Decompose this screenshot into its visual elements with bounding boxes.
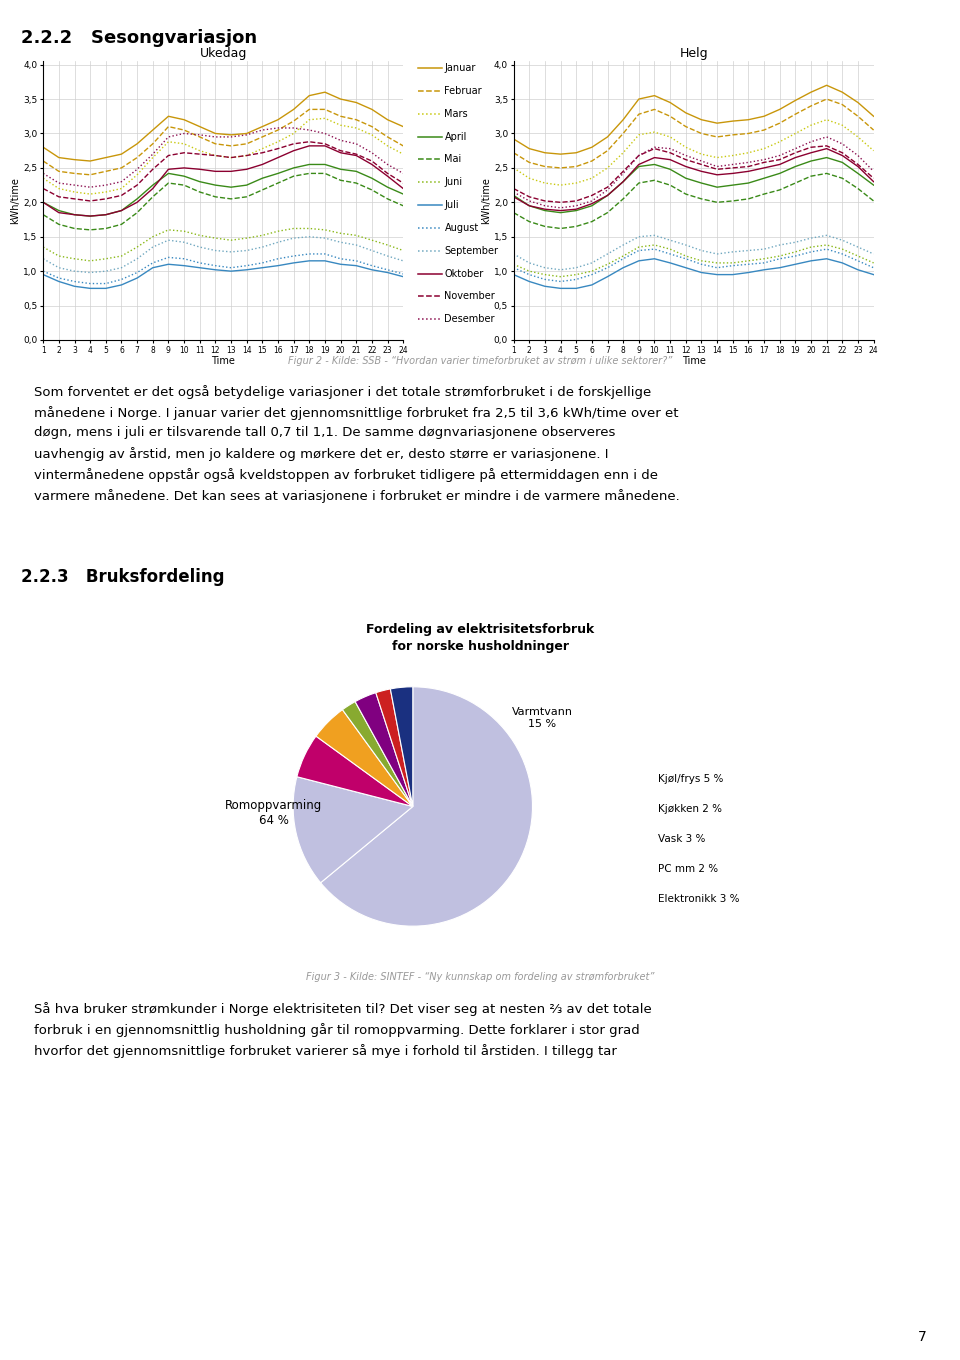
- Wedge shape: [316, 710, 413, 806]
- X-axis label: Time: Time: [211, 356, 235, 366]
- Text: September: September: [444, 246, 498, 256]
- Text: Juli: Juli: [444, 200, 459, 209]
- Text: 2.2.2   Sesongvariasjon: 2.2.2 Sesongvariasjon: [21, 29, 257, 46]
- Text: Romoppvarming
64 %: Romoppvarming 64 %: [225, 800, 323, 827]
- Text: Vask 3 %: Vask 3 %: [658, 834, 705, 845]
- Text: April: April: [444, 132, 467, 141]
- Text: Kjøkken 2 %: Kjøkken 2 %: [658, 804, 722, 815]
- Text: Så hva bruker strømkunder i Norge elektrisiteten til? Det viser seg at nesten ⅔ : Så hva bruker strømkunder i Norge elektr…: [34, 1002, 651, 1058]
- Wedge shape: [293, 777, 413, 883]
- Text: Oktober: Oktober: [444, 269, 484, 279]
- Title: Ukedag: Ukedag: [200, 48, 247, 60]
- Text: 2.2.3   Bruksfordeling: 2.2.3 Bruksfordeling: [21, 568, 225, 586]
- Text: PC mm 2 %: PC mm 2 %: [658, 864, 718, 874]
- Text: Mars: Mars: [444, 109, 468, 118]
- Wedge shape: [297, 736, 413, 806]
- Text: Februar: Februar: [444, 86, 482, 95]
- Wedge shape: [343, 702, 413, 806]
- Wedge shape: [391, 687, 413, 806]
- Y-axis label: kWh/time: kWh/time: [481, 177, 491, 224]
- Text: Mai: Mai: [444, 155, 462, 165]
- Text: Elektronikk 3 %: Elektronikk 3 %: [658, 894, 739, 904]
- Wedge shape: [355, 692, 413, 806]
- Text: Januar: Januar: [444, 63, 476, 73]
- Text: Kjøl/frys 5 %: Kjøl/frys 5 %: [658, 774, 723, 785]
- Text: November: November: [444, 291, 495, 302]
- Text: Desember: Desember: [444, 314, 495, 324]
- Text: August: August: [444, 223, 479, 233]
- Wedge shape: [375, 690, 413, 806]
- Text: Som forventet er det også betydelige variasjoner i det totale strømforbruket i d: Som forventet er det også betydelige var…: [34, 385, 680, 503]
- Text: Figur 2 - Kilde: SSB - “Hvordan varier timeforbruket av strøm i ulike sektorer?”: Figur 2 - Kilde: SSB - “Hvordan varier t…: [288, 356, 672, 366]
- Y-axis label: kWh/time: kWh/time: [11, 177, 20, 224]
- Text: 7: 7: [918, 1330, 926, 1344]
- Text: Juni: Juni: [444, 177, 463, 188]
- Title: Helg: Helg: [680, 48, 708, 60]
- Wedge shape: [321, 687, 533, 926]
- Text: Fordeling av elektrisitetsforbruk
for norske husholdninger: Fordeling av elektrisitetsforbruk for no…: [366, 623, 594, 653]
- X-axis label: Time: Time: [682, 356, 706, 366]
- Text: Belysning 6 %: Belysning 6 %: [536, 729, 597, 781]
- Text: Varmtvann
15 %: Varmtvann 15 %: [512, 707, 573, 729]
- Text: Figur 3 - Kilde: SINTEF - “Ny kunnskap om fordeling av strømforbruket”: Figur 3 - Kilde: SINTEF - “Ny kunnskap o…: [306, 972, 654, 982]
